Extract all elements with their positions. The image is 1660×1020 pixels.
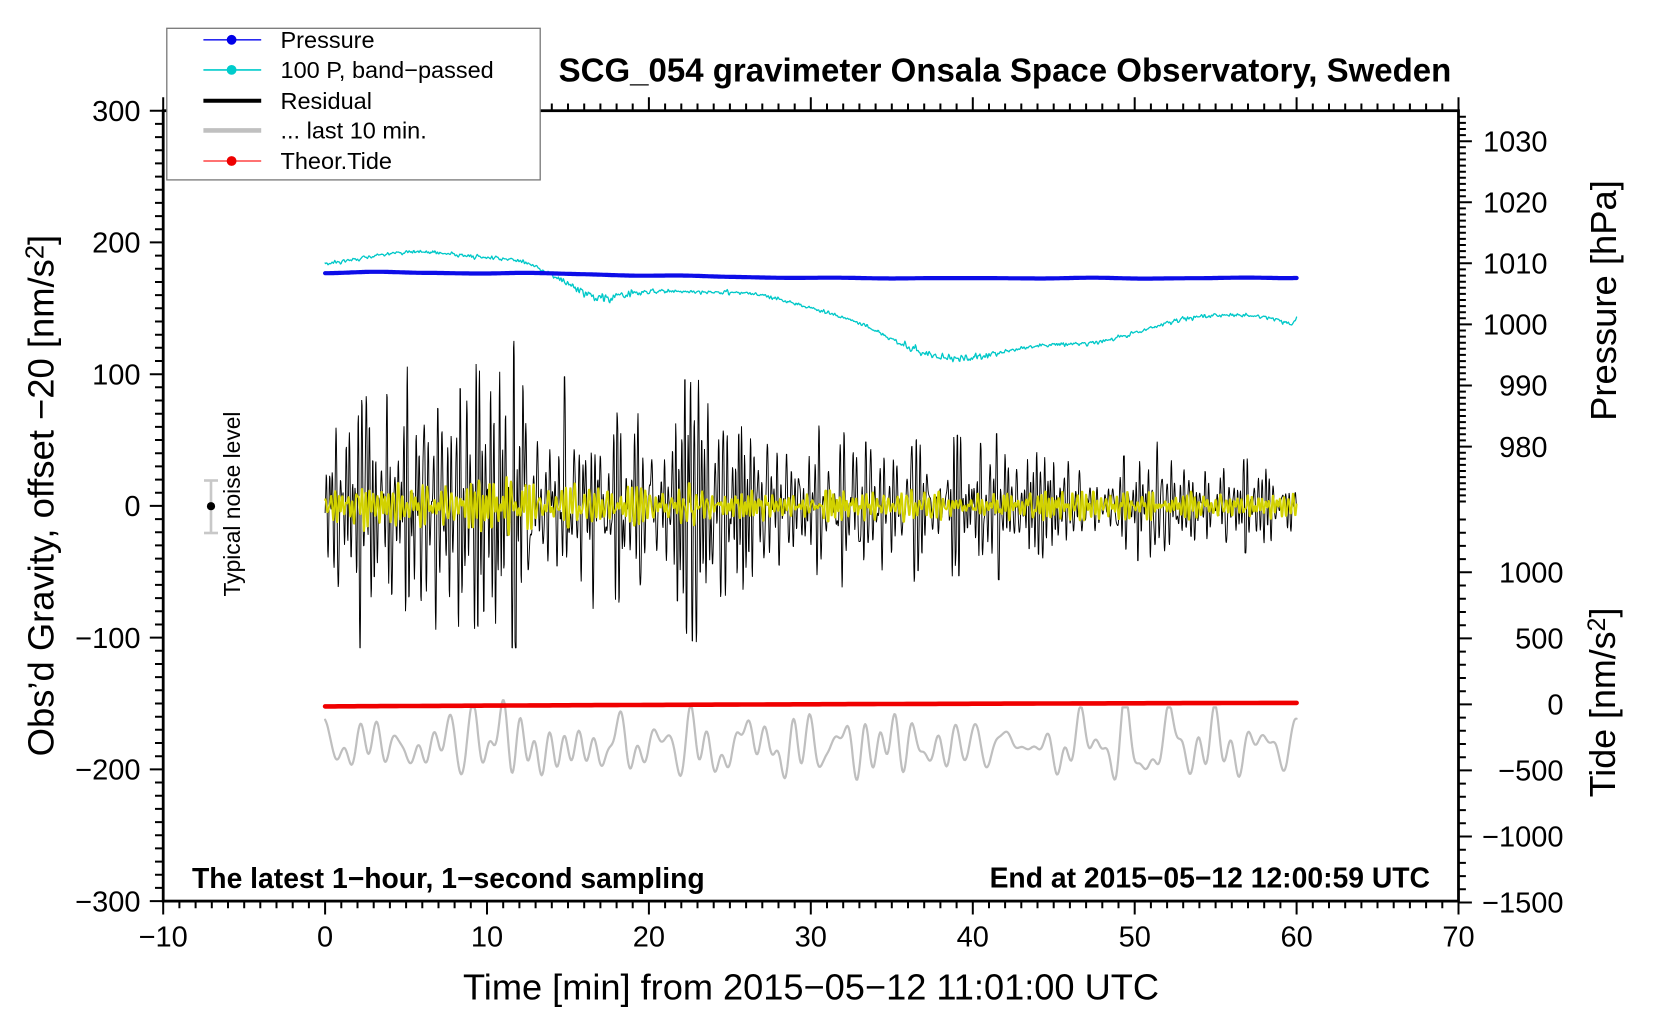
svg-text:−1500: −1500 (1482, 888, 1563, 920)
svg-text:0: 0 (124, 491, 140, 523)
svg-text:−10: −10 (139, 922, 188, 954)
svg-text:1000: 1000 (1499, 558, 1564, 590)
svg-text:SCG_054 gravimeter Onsala Spac: SCG_054 gravimeter Onsala Space Observat… (559, 52, 1452, 89)
svg-text:−100: −100 (75, 623, 140, 655)
svg-text:Time [min] from 2015−05−12 11:: Time [min] from 2015−05−12 11:01:00 UTC (463, 967, 1159, 1008)
svg-text:60: 60 (1280, 922, 1312, 954)
svg-text:50: 50 (1119, 922, 1151, 954)
svg-text:−1000: −1000 (1482, 822, 1563, 854)
svg-text:1010: 1010 (1483, 249, 1548, 281)
svg-text:20: 20 (633, 922, 665, 954)
svg-text:100: 100 (92, 359, 140, 391)
svg-text:0: 0 (1547, 690, 1563, 722)
svg-text:−500: −500 (1498, 756, 1563, 788)
svg-text:0: 0 (317, 922, 333, 954)
svg-text:Pressure [hPa]: Pressure [hPa] (1583, 180, 1624, 421)
svg-text:−200: −200 (75, 755, 140, 787)
svg-text:980: 980 (1499, 432, 1547, 464)
svg-text:30: 30 (795, 922, 827, 954)
svg-text:... last 10 min.: ... last 10 min. (281, 118, 427, 144)
svg-text:Pressure: Pressure (281, 27, 375, 53)
svg-text:End at 2015−05−12 12:00:59 UTC: End at 2015−05−12 12:00:59 UTC (990, 862, 1430, 894)
svg-text:500: 500 (1515, 624, 1563, 656)
svg-text:Residual: Residual (281, 88, 372, 114)
svg-text:40: 40 (957, 922, 989, 954)
svg-text:990: 990 (1499, 371, 1547, 403)
svg-text:Theor.Tide: Theor.Tide (281, 148, 392, 174)
svg-text:1020: 1020 (1483, 188, 1548, 220)
svg-text:Tide [nm/s2]: Tide [nm/s2] (1583, 608, 1623, 798)
svg-text:The latest 1−hour, 1−second sa: The latest 1−hour, 1−second sampling (192, 862, 705, 894)
svg-text:−300: −300 (75, 886, 140, 918)
svg-text:100 P, band−passed: 100 P, band−passed (281, 57, 494, 83)
svg-text:10: 10 (471, 922, 503, 954)
svg-text:1000: 1000 (1483, 310, 1548, 342)
svg-text:300: 300 (92, 96, 140, 128)
svg-text:Obs’d Gravity, offset −20 [nm/: Obs’d Gravity, offset −20 [nm/s2] (21, 235, 62, 757)
svg-text:Typical noise level: Typical noise level (219, 411, 245, 596)
svg-text:1030: 1030 (1483, 126, 1548, 158)
svg-text:70: 70 (1442, 922, 1474, 954)
svg-text:200: 200 (92, 228, 140, 260)
